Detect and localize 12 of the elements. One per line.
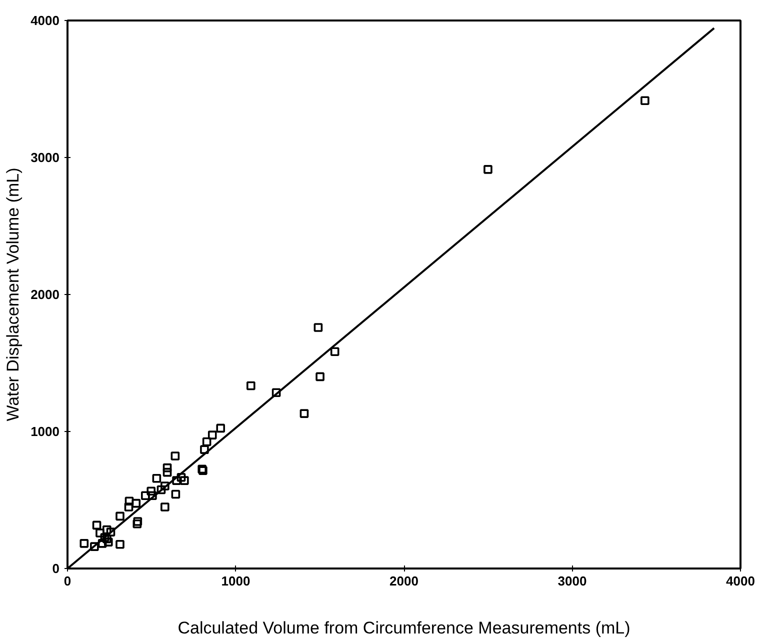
x-tick-label: 4000 xyxy=(726,574,755,588)
x-tick-label: 1000 xyxy=(221,574,250,588)
x-tick-label: 3000 xyxy=(558,574,587,588)
x-axis-title: Calculated Volume from Circumference Measurements (mL) xyxy=(178,618,630,638)
x-tick-label: 2000 xyxy=(390,574,418,588)
y-tick-label: 0 xyxy=(52,561,60,576)
y-tick-label: 3000 xyxy=(30,150,60,165)
y-axis-title: Water Displacement Volume (mL) xyxy=(4,168,23,422)
y-tick-label: 1000 xyxy=(30,424,60,439)
y-tick-label: 4000 xyxy=(30,13,60,28)
x-tick-label: 0 xyxy=(64,574,72,588)
y-tick-label: 2000 xyxy=(30,287,60,302)
